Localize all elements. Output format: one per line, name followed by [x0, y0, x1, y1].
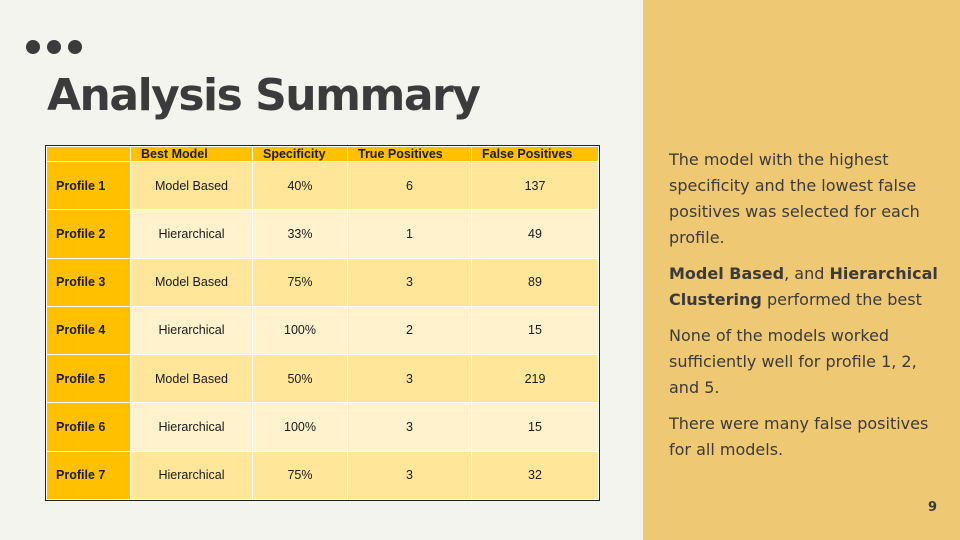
emphasis-text: Hierarchical Clustering	[669, 264, 938, 309]
column-header: False Positives	[471, 146, 599, 162]
dot-icon	[47, 40, 61, 54]
best-model-cell: Model Based	[130, 354, 253, 404]
note-paragraph: The model with the highest specificity a…	[669, 150, 920, 247]
column-header: Best Model	[130, 146, 253, 162]
true-positives-cell: 6	[347, 160, 472, 211]
specificity-cell: 50%	[252, 354, 348, 404]
best-model-cell: Hierarchical	[130, 402, 253, 452]
false-positives-cell: 219	[471, 354, 599, 404]
best-model-cell: Hierarchical	[130, 209, 253, 259]
best-model-cell: Hierarchical	[130, 450, 253, 501]
row-header: Profile 6	[46, 402, 131, 452]
table-row: Profile 2 Hierarchical 33% 1 49	[46, 209, 599, 259]
table-row: Profile 5 Model Based 50% 3 219	[46, 354, 599, 404]
specificity-cell: 100%	[252, 402, 348, 452]
column-header	[46, 146, 131, 162]
table-header-row: Best Model Specificity True Positives Fa…	[46, 146, 599, 162]
column-header: True Positives	[347, 146, 472, 162]
false-positives-cell: 89	[471, 257, 599, 307]
true-positives-cell: 3	[347, 402, 472, 452]
table-row: Profile 4 Hierarchical 100% 2 15	[46, 305, 599, 356]
best-model-cell: Model Based	[130, 257, 253, 307]
note-text: performed the best	[761, 290, 922, 309]
page-number: 9	[928, 500, 938, 515]
true-positives-cell: 1	[347, 209, 472, 259]
row-header: Profile 5	[46, 354, 131, 404]
best-model-cell: Model Based	[130, 160, 253, 211]
slide-title: Analysis Summary	[47, 70, 481, 121]
side-panel	[643, 0, 960, 540]
row-header: Profile 4	[46, 305, 131, 356]
table-row: Profile 3 Model Based 75% 3 89	[46, 257, 599, 307]
note-text: , and	[784, 264, 830, 283]
false-positives-cell: 15	[471, 305, 599, 356]
dot-icon	[68, 40, 82, 54]
false-positives-cell: 49	[471, 209, 599, 259]
emphasis-text: Model Based	[669, 264, 785, 283]
true-positives-cell: 3	[347, 257, 472, 307]
false-positives-cell: 15	[471, 402, 599, 452]
row-header: Profile 1	[46, 160, 131, 211]
false-positives-cell: 32	[471, 450, 599, 501]
specificity-cell: 100%	[252, 305, 348, 356]
specificity-cell: 75%	[252, 257, 348, 307]
note-paragraph: Model Based, and Hierarchical Clustering…	[669, 261, 944, 313]
specificity-cell: 33%	[252, 209, 348, 259]
decorative-dots	[26, 40, 82, 54]
row-header: Profile 7	[46, 450, 131, 501]
false-positives-cell: 137	[471, 160, 599, 211]
table-row: Profile 6 Hierarchical 100% 3 15	[46, 402, 599, 452]
note-paragraph: None of the models worked sufficiently w…	[669, 326, 917, 397]
table-row: Profile 1 Model Based 40% 6 137	[46, 160, 599, 211]
dot-icon	[26, 40, 40, 54]
summary-table: Best Model Specificity True Positives Fa…	[45, 145, 600, 501]
column-header: Specificity	[252, 146, 348, 162]
true-positives-cell: 3	[347, 450, 472, 501]
specificity-cell: 40%	[252, 160, 348, 211]
row-header: Profile 2	[46, 209, 131, 259]
best-model-cell: Hierarchical	[130, 305, 253, 356]
note-paragraph: There were many false positives for all …	[669, 414, 929, 459]
true-positives-cell: 2	[347, 305, 472, 356]
table-row: Profile 7 Hierarchical 75% 3 32	[46, 450, 599, 501]
notes-panel: The model with the highest specificity a…	[669, 147, 944, 473]
specificity-cell: 75%	[252, 450, 348, 501]
row-header: Profile 3	[46, 257, 131, 307]
true-positives-cell: 3	[347, 354, 472, 404]
